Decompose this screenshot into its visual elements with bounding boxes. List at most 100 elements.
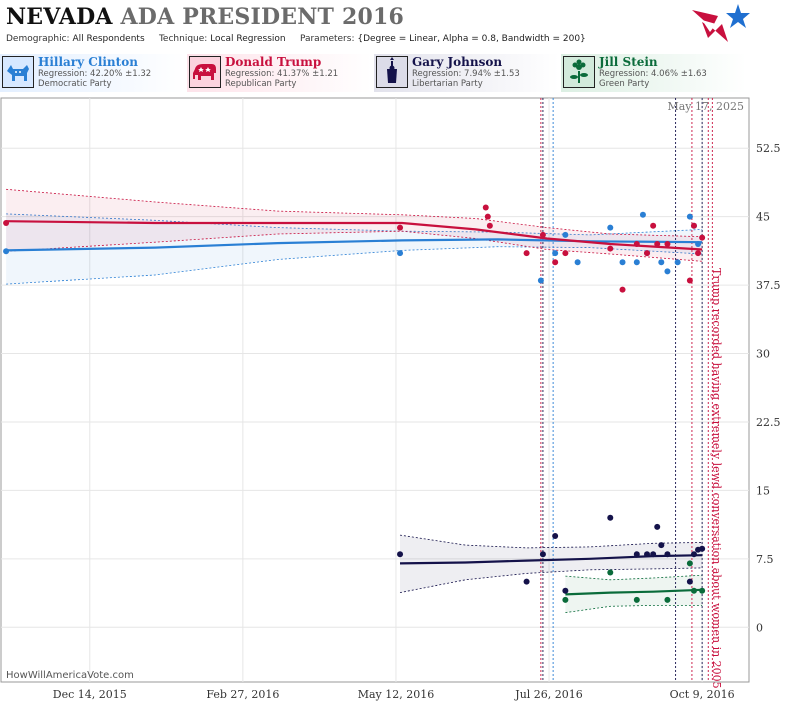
point-hillary-clinton [664,268,671,275]
band-upper-jill-stein [565,574,703,581]
y-tick-label: 52.5 [756,142,781,155]
point-gary-johnson [552,533,559,539]
point-hillary-clinton [686,213,693,220]
candidate-party: Democratic Party [38,79,112,89]
candidate-regression: Regression: 7.94% ±1.53 [412,69,520,79]
point-gary-johnson [664,551,671,558]
point-donald-trump [552,259,559,266]
point-gary-johnson [658,542,665,549]
point-donald-trump [654,241,661,247]
point-gary-johnson [633,551,640,558]
date-stamp: May 17, 2025 [667,100,744,113]
band-hillary-clinton [6,213,703,285]
point-hillary-clinton [397,250,404,257]
point-donald-trump [664,241,671,247]
candidate-regression: Regression: 4.06% ±1.63 [599,69,707,79]
point-gary-johnson [699,545,706,552]
point-donald-trump [484,213,491,220]
point-jill-stein [690,587,697,594]
point-hillary-clinton [658,259,665,266]
point-donald-trump [486,222,493,229]
candidate-card-stein[interactable]: Jill Stein Regression: 4.06% ±1.63 Green… [561,54,746,92]
x-tick-label: May 12, 2016 [358,688,435,701]
point-hillary-clinton [552,250,559,257]
y-tick-label: 7.5 [756,553,774,566]
candidate-name: Jill Stein [599,55,658,69]
star-logo-icon [692,4,750,42]
point-gary-johnson [607,514,614,521]
point-donald-trump [523,250,530,257]
point-hillary-clinton [639,211,646,218]
candidate-party: Republican Party [225,79,297,89]
point-donald-trump [539,231,546,238]
point-donald-trump [3,220,10,227]
x-tick-label: Jul 26, 2016 [514,688,583,701]
event-lines [540,98,713,682]
point-jill-stein [699,587,706,594]
y-axis-ticks: 52.5 45 37.5 30 22.5 15 7.5 0 [756,142,781,634]
candidate-legend: Hillary Clinton Regression: 42.20% ±1.32… [0,54,789,92]
point-jill-stein [686,560,693,567]
point-hillary-clinton [562,231,569,238]
point-donald-trump [686,277,693,284]
parameters-value: {Degree = Linear, Alpha = 0.8, Bandwidth… [357,34,586,44]
candidate-card-trump[interactable]: Donald Trump Regression: 41.37% ±1.21 Re… [187,54,372,92]
candidate-name: Hillary Clinton [38,55,138,69]
x-tick-label: Oct 9, 2016 [670,688,735,701]
candidate-regression: Regression: 41.37% ±1.21 [225,69,339,79]
point-gary-johnson [686,578,693,585]
gridlines [1,98,749,682]
point-gary-johnson [562,587,569,594]
title-state: NEVADA [6,4,113,30]
point-donald-trump [482,204,489,211]
candidate-name: Gary Johnson [412,55,503,69]
point-donald-trump [644,250,651,257]
flower-icon [563,56,595,88]
candidate-card-johnson[interactable]: Gary Johnson Regression: 7.94% ±1.53 Lib… [374,54,559,92]
point-hillary-clinton [537,277,544,284]
point-gary-johnson [397,551,404,558]
parameters-line: Demographic: All Respondents Technique: … [6,34,586,44]
point-jill-stein [607,569,614,576]
y-tick-label: 30 [756,348,770,361]
point-donald-trump [695,250,702,257]
point-donald-trump [699,234,706,241]
point-gary-johnson [539,551,546,558]
point-hillary-clinton [3,248,10,255]
y-tick-label: 37.5 [756,279,781,292]
plot-frame [0,97,750,683]
x-tick-label: Feb 27, 2016 [206,688,279,701]
point-donald-trump [397,224,404,231]
point-gary-johnson [644,551,651,558]
point-gary-johnson [650,551,657,558]
point-jill-stein [633,596,640,603]
trend-lines [6,220,703,596]
confidence-bands [6,188,703,613]
x-axis-ticks: Dec 14, 2015 Feb 27, 2016 May 12, 2016 Jul … [53,688,735,701]
candidate-name: Donald Trump [225,55,322,69]
point-hillary-clinton [633,259,640,266]
y-tick-label: 22.5 [756,416,781,429]
point-jill-stein [664,596,671,603]
candidate-party: Green Party [599,79,650,89]
candidate-card-clinton[interactable]: Hillary Clinton Regression: 42.20% ±1.32… [0,54,185,92]
band-lower-hillary-clinton [6,246,703,285]
band-jill-stein [565,575,703,613]
elephant-icon [189,56,221,88]
y-tick-label: 15 [756,484,770,497]
trend-gary-johnson [399,554,703,565]
page-title: NEVADA ADA PRESIDENT 2016 [6,4,404,30]
band-lower-jill-stein [565,604,703,613]
band-donald-trump [6,189,703,262]
band-lower-donald-trump [6,230,703,262]
candidate-regression: Regression: 42.20% ±1.32 [38,69,152,79]
point-hillary-clinton [674,259,681,266]
poll-chart: 52.5 45 37.5 30 22.5 15 7.5 0 Dec 14, 2015 Feb 2… [0,97,781,701]
liberty-torch-icon [376,56,408,88]
point-hillary-clinton [574,259,581,266]
trend-jill-stein [565,588,703,596]
watermark: HowWillAmericaVote.com [6,670,134,681]
demographic-value: All Respondents [72,34,145,44]
poll-points [3,204,706,603]
band-gary-johnson [400,535,703,593]
